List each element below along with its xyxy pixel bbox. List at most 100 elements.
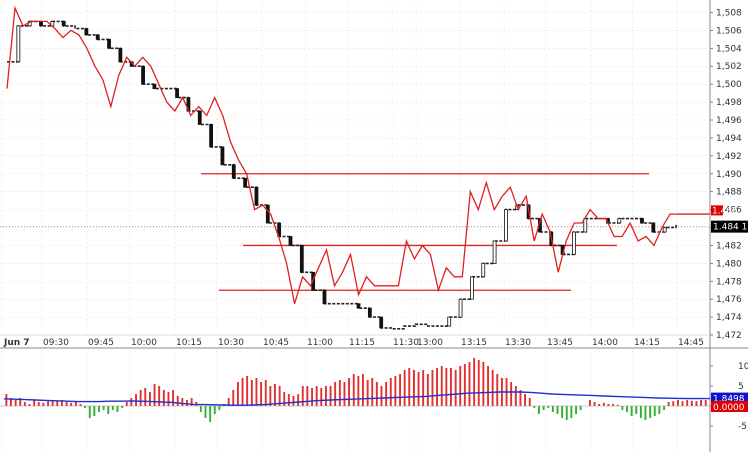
- volume-bar: [283, 392, 286, 406]
- time-tick-label: 11:00: [307, 338, 333, 348]
- volume-bar: [167, 392, 170, 406]
- time-tick-label: 10:00: [131, 338, 157, 348]
- price-candle: [39, 21, 43, 27]
- price-tick-label: 1,506: [716, 26, 742, 36]
- time-tick-label: 09:30: [43, 338, 69, 348]
- volume-bar: [362, 374, 364, 406]
- price-tick-label: 1,482: [716, 241, 742, 251]
- volume-bar: [111, 406, 114, 410]
- volume-bar: [514, 386, 517, 406]
- last-price-tag: [711, 220, 748, 233]
- volume-bar: [329, 386, 332, 406]
- volume-bar: [431, 370, 434, 406]
- volume-bar: [42, 402, 45, 406]
- volume-bar: [74, 402, 77, 406]
- volume-bar: [10, 398, 12, 406]
- volume-bar: [408, 368, 411, 406]
- comparison-line: [6, 5, 678, 304]
- price-candle: [322, 289, 327, 305]
- volume-bar: [519, 390, 522, 406]
- time-tick-label: 13:15: [461, 338, 487, 348]
- price-tick-label: 1,478: [716, 277, 742, 287]
- volume-bar: [533, 406, 536, 408]
- time-tick-label: 14:15: [634, 338, 660, 348]
- price-candle: [152, 83, 157, 90]
- volume-bar: [496, 374, 499, 406]
- volume-bar: [612, 404, 614, 406]
- volume-bar: [33, 400, 36, 406]
- volume-bar: [399, 374, 401, 406]
- price-candle: [265, 204, 270, 224]
- time-tick-label: 14:00: [592, 338, 618, 348]
- volume-bar: [176, 396, 179, 406]
- volume-bar: [450, 368, 452, 406]
- price-tick-label: 1,490: [716, 170, 742, 180]
- price-tick-label: 1,492: [716, 152, 742, 162]
- volume-bar: [287, 394, 290, 406]
- volume-bar: [121, 406, 124, 408]
- volume-bar: [107, 406, 110, 414]
- price-candle: [16, 25, 21, 63]
- price-candle: [572, 231, 576, 255]
- volume-bar: [561, 406, 564, 418]
- time-tick-label: 10:15: [176, 338, 202, 348]
- volume-bar: [491, 370, 494, 406]
- price-tick-label: 1,508: [716, 8, 742, 18]
- price-tick-label: 1,502: [716, 62, 742, 72]
- price-candle: [379, 316, 384, 329]
- volume-bar: [292, 396, 295, 406]
- volume-bar: [162, 390, 165, 406]
- volume-bar: [28, 404, 31, 406]
- price-tick-label: 1,500: [716, 80, 742, 90]
- volume-bar: [172, 390, 174, 406]
- volume-bar: [468, 362, 471, 406]
- price-candle: [640, 218, 644, 224]
- volume-bar: [246, 376, 249, 406]
- volume-bar: [5, 394, 8, 406]
- volume-bar: [589, 400, 591, 406]
- volume-bar: [116, 406, 119, 412]
- volume-bar: [440, 366, 443, 406]
- price-candle: [288, 236, 293, 246]
- price-candle: [299, 245, 304, 273]
- price-candle: [209, 124, 214, 148]
- volume-bar: [653, 406, 656, 416]
- volume-bar: [37, 402, 40, 406]
- volume-tick-label: 10: [738, 362, 748, 372]
- volume-bar: [639, 406, 642, 418]
- volume-last-tag: [711, 392, 748, 404]
- volume-average-line: [3, 391, 710, 406]
- volume-bar: [343, 382, 346, 406]
- volume-bar: [149, 392, 151, 406]
- volume-bar: [487, 366, 489, 406]
- volume-bar: [135, 394, 137, 406]
- volume-bar: [394, 376, 397, 406]
- price-candle: [141, 65, 145, 85]
- price-candle: [651, 222, 656, 233]
- volume-bar: [482, 362, 485, 406]
- volume-bar: [575, 406, 577, 414]
- volume-bar: [371, 378, 374, 406]
- volume-bar: [338, 380, 341, 406]
- volume-bar: [98, 406, 100, 412]
- volume-bar: [635, 406, 638, 414]
- volume-bar: [348, 378, 350, 406]
- volume-bar: [79, 404, 82, 406]
- volume-bar: [445, 368, 448, 406]
- volume-bar: [658, 406, 661, 414]
- volume-bar: [542, 406, 545, 410]
- volume-bar: [269, 386, 272, 406]
- volume-bar: [306, 386, 309, 406]
- volume-bar: [459, 366, 462, 406]
- price-tick-label: 1,480: [716, 259, 742, 269]
- volume-bar: [413, 370, 415, 406]
- volume-bar: [241, 378, 244, 406]
- volume-bar: [556, 406, 559, 414]
- volume-bar: [125, 402, 128, 406]
- volume-bar: [565, 406, 568, 420]
- price-candle: [107, 38, 111, 49]
- volume-bar: [102, 406, 105, 410]
- volume-bar: [616, 404, 619, 406]
